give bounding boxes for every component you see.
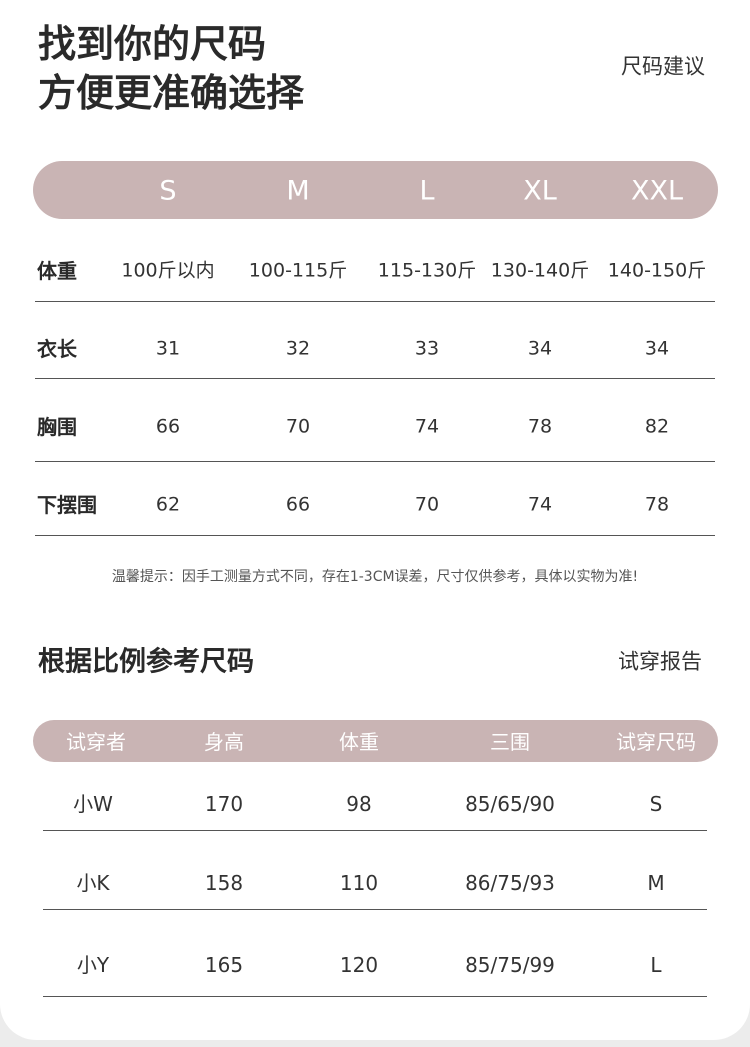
fit-cell: S	[649, 792, 663, 816]
size-cell: 66	[285, 493, 311, 516]
size-cell: 130-140斤	[490, 259, 590, 282]
size-cell: 74	[527, 493, 553, 516]
fit-column-header: 试穿者	[66, 730, 126, 754]
fit-cell: 小K	[76, 871, 110, 895]
fit-cell: 165	[204, 953, 244, 977]
size-cell: 70	[285, 415, 311, 438]
row-divider	[43, 909, 707, 910]
fit-report-link[interactable]: 试穿报告	[618, 649, 702, 674]
size-column-header: M	[286, 175, 310, 207]
size-column-header: XL	[523, 175, 557, 207]
size-cell: 100斤以内	[121, 259, 215, 282]
size-cell: 34	[644, 337, 670, 360]
size-cell: 32	[285, 337, 311, 360]
fit-cell: 85/75/99	[465, 953, 555, 977]
size-header-bar	[33, 161, 718, 219]
size-cell: 78	[527, 415, 553, 438]
size-cell: 31	[155, 337, 181, 360]
size-cell: 78	[644, 493, 670, 516]
size-cell: 115-130斤	[377, 259, 477, 282]
fit-cell: 110	[339, 871, 379, 895]
size-advice-link[interactable]: 尺码建议	[621, 54, 705, 79]
size-cell: 62	[155, 493, 181, 516]
fit-cell: 170	[204, 792, 244, 816]
row-label: 体重	[37, 259, 77, 283]
size-column-header: L	[419, 175, 435, 207]
size-cell: 66	[155, 415, 181, 438]
row-divider	[43, 996, 707, 997]
size-cell: 33	[414, 337, 440, 360]
size-column-header: XXL	[630, 175, 684, 207]
row-divider	[35, 301, 715, 302]
fit-column-header: 试穿尺码	[616, 730, 696, 754]
fit-cell: 小W	[73, 792, 113, 816]
fit-cell: 小Y	[76, 953, 110, 977]
size-cell: 140-150斤	[607, 259, 707, 282]
size-cell: 74	[414, 415, 440, 438]
size-column-header: S	[159, 175, 177, 207]
size-cell: 100-115斤	[248, 259, 348, 282]
fit-column-header: 体重	[339, 730, 379, 754]
title-line: 找到你的尺码	[38, 22, 267, 66]
fit-cell: L	[650, 953, 662, 977]
fit-cell: 158	[204, 871, 244, 895]
size-cell: 34	[527, 337, 553, 360]
fit-cell: M	[647, 871, 665, 895]
row-divider	[43, 830, 707, 831]
row-divider	[35, 378, 715, 379]
fit-cell: 98	[346, 792, 372, 816]
row-divider	[35, 461, 715, 462]
fit-cell: 86/75/93	[465, 871, 555, 895]
row-label: 衣长	[37, 337, 77, 361]
row-label: 下摆围	[37, 493, 97, 517]
note: 温馨提示：因手工测量方式不同，存在1-3CM误差，尺寸仅供参考，具体以实物为准!	[111, 569, 639, 585]
fit-column-header: 三围	[490, 730, 530, 754]
size-cell: 70	[414, 493, 440, 516]
fit-column-header: 身高	[204, 730, 244, 754]
section-title: 根据比例参考尺码	[38, 646, 254, 678]
row-label: 胸围	[37, 415, 77, 439]
fit-cell: 85/65/90	[465, 792, 555, 816]
fit-cell: 120	[339, 953, 379, 977]
row-divider	[35, 535, 715, 536]
size-cell: 82	[644, 415, 670, 438]
fit-header-bar	[33, 720, 718, 762]
title-line: 方便更准确选择	[38, 71, 305, 115]
